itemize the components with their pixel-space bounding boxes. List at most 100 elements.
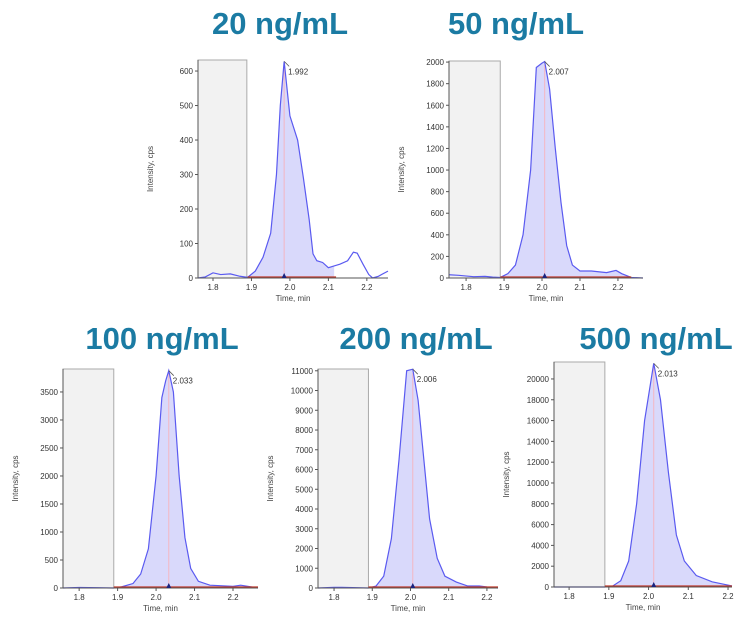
x-tick-label: 1.8: [328, 593, 340, 602]
chart-4: 0 2000 4000 6000 8000 10000 12000 14000 16000 180…: [502, 361, 734, 612]
x-tick-label: 2.1: [443, 593, 455, 602]
y-tick-label: 600: [431, 209, 445, 218]
excluded-region: [197, 59, 248, 279]
x-tick-label: 1.9: [246, 283, 258, 292]
x-tick-label: 2.2: [361, 283, 373, 292]
y-tick-label: 500: [45, 556, 59, 565]
y-tick-label: 9000: [295, 406, 313, 415]
y-tick-label: 1400: [426, 123, 444, 132]
x-axis-label: Time, min: [529, 294, 564, 303]
y-tick-label: 1000: [426, 166, 444, 175]
y-tick-label: 1000: [295, 564, 313, 573]
y-tick-label: 18000: [527, 396, 550, 405]
peak-label: 2.007: [549, 68, 570, 77]
peak-label: 1.992: [288, 67, 309, 76]
x-axis-label: Time, min: [626, 603, 661, 612]
y-tick-label: 7000: [295, 446, 313, 455]
chart-title-100: 100 ng/mL: [85, 321, 239, 356]
excluded-region: [62, 368, 115, 589]
x-tick-label: 2.0: [284, 283, 296, 292]
peak-area: [113, 370, 259, 588]
y-tick-label: 2000: [531, 562, 549, 571]
y-tick-label: 5000: [295, 485, 313, 494]
y-tick-label: 0: [189, 274, 194, 283]
x-tick-label: 1.9: [498, 283, 510, 292]
chart-title-50: 50 ng/mL: [447, 6, 585, 41]
chart-title-200: 200 ng/mL: [339, 321, 493, 356]
y-tick-label: 300: [180, 171, 194, 180]
y-tick-label: 0: [440, 274, 445, 283]
retention-marker-icon: [651, 582, 657, 587]
y-tick-label: 600: [180, 67, 194, 76]
y-tick-label: 12000: [527, 458, 550, 467]
chart-2: 0 500 1000 1500 2000 2500 3000 3500 1.8 1.9 2.0 2.1…: [11, 368, 259, 613]
retention-marker-icon: [281, 273, 287, 278]
y-tick-label: 200: [431, 252, 445, 261]
y-axis-label: Intensity, cps: [397, 146, 406, 192]
y-tick-label: 2000: [40, 472, 58, 481]
y-tick-label: 2000: [295, 545, 313, 554]
excluded-region: [553, 361, 606, 588]
y-tick-label: 400: [431, 231, 445, 240]
y-tick-label: 4000: [531, 541, 549, 550]
excluded-region: [317, 368, 369, 589]
peak-label: 2.006: [417, 375, 438, 384]
peak-label: 2.033: [173, 377, 194, 386]
x-tick-label: 2.2: [481, 593, 493, 602]
y-tick-label: 6000: [531, 521, 549, 530]
chromatogram-trace: [448, 60, 644, 279]
excluded-region: [448, 60, 501, 279]
chart-title-500: 500 ng/mL: [579, 321, 733, 356]
peak-leader: [168, 370, 175, 376]
peak-area: [368, 369, 498, 588]
x-tick-label: 1.8: [461, 283, 473, 292]
y-tick-label: 3500: [40, 388, 58, 397]
x-tick-label: 2.0: [151, 593, 163, 602]
y-tick-label: 400: [180, 136, 194, 145]
y-axis-label: Intensity, cps: [146, 146, 155, 192]
y-tick-label: 20000: [527, 375, 550, 384]
y-tick-label: 10000: [527, 479, 550, 488]
x-axis-label: Time, min: [391, 604, 426, 613]
y-tick-label: 800: [431, 188, 445, 197]
chart-title-20: 20 ng/mL: [211, 6, 349, 41]
y-tick-label: 1600: [426, 101, 444, 110]
peak-leader: [283, 61, 290, 67]
y-axis-label: Intensity, cps: [502, 451, 511, 497]
x-tick-label: 2.0: [405, 593, 417, 602]
y-tick-label: 3000: [295, 525, 313, 534]
y-tick-label: 1200: [426, 144, 444, 153]
peak-leader: [412, 368, 419, 375]
y-tick-label: 10000: [291, 387, 314, 396]
x-axis-label: Time, min: [276, 294, 311, 303]
x-tick-label: 2.0: [536, 283, 548, 292]
x-tick-label: 1.9: [603, 592, 615, 601]
y-tick-label: 0: [309, 584, 314, 593]
y-tick-label: 1800: [426, 80, 444, 89]
y-tick-label: 8000: [295, 426, 313, 435]
y-tick-label: 0: [545, 583, 550, 592]
y-tick-label: 1500: [40, 500, 58, 509]
y-tick-label: 2500: [40, 444, 58, 453]
x-tick-label: 2.1: [189, 593, 201, 602]
chart-3: 0 1000 2000 3000 4000 5000 6000 7000 8000 9000 100…: [266, 367, 499, 613]
x-tick-label: 1.8: [564, 592, 576, 601]
y-axis-label: Intensity, cps: [11, 455, 20, 501]
y-axis-label: Intensity, cps: [266, 455, 275, 501]
y-tick-label: 6000: [295, 466, 313, 475]
x-tick-label: 2.1: [323, 283, 335, 292]
y-tick-label: 3000: [40, 416, 58, 425]
y-tick-label: 16000: [527, 417, 550, 426]
peak-label: 2.013: [658, 369, 679, 378]
y-tick-label: 2000: [426, 58, 444, 67]
chart-0: 0 100 200 300 400 500 600 1.8 1.9 2.0 2.1 2.2 Time, …: [146, 59, 389, 303]
peak-leader: [653, 363, 660, 369]
x-tick-label: 2.2: [722, 592, 734, 601]
y-tick-label: 1000: [40, 528, 58, 537]
retention-marker-icon: [542, 273, 548, 278]
x-tick-label: 2.0: [643, 592, 655, 601]
chromatogram-trace: [197, 61, 389, 279]
y-tick-label: 8000: [531, 500, 549, 509]
peak-area: [500, 61, 632, 279]
